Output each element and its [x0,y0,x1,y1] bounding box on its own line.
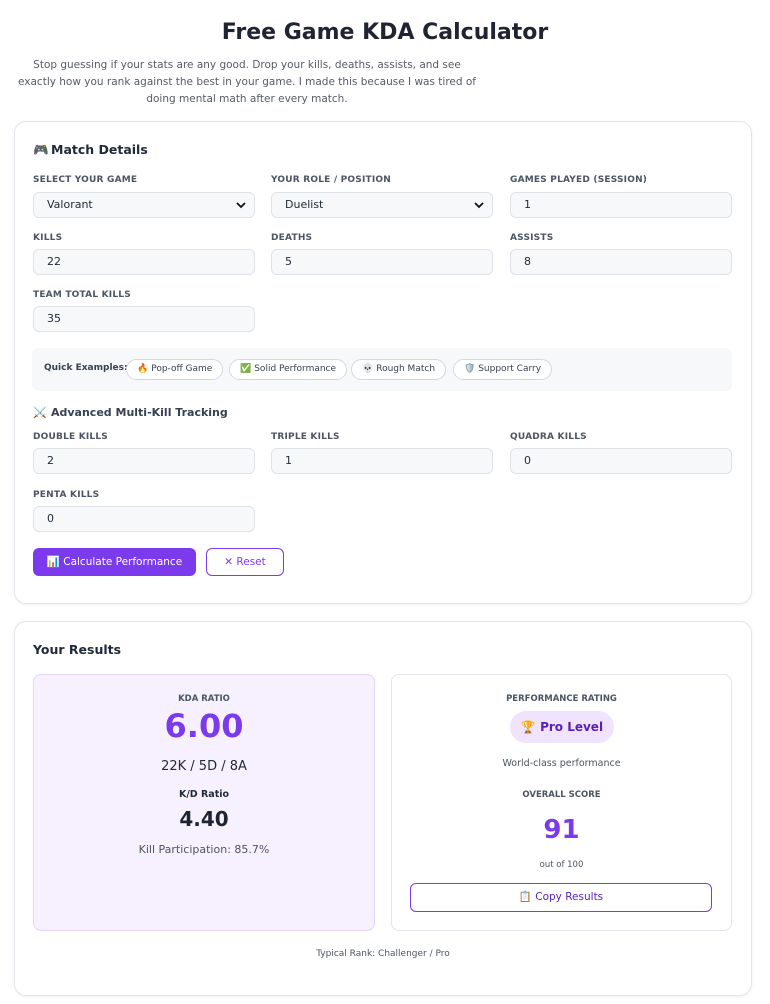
check-icon: ✅ [240,364,252,374]
game-select[interactable]: Valorant [33,192,255,218]
triple-kills-label: TRIPLE KILLS [271,432,340,442]
skull-icon: 💀 [362,364,374,374]
kills-label: KILLS [33,233,63,243]
page-title: Free Game KDA Calculator [221,20,549,45]
role-label: YOUR ROLE / POSITION [271,175,391,185]
quick-examples-bar: Quick Examples: 🔥 Pop-off Game ✅ Solid Per… [32,348,732,391]
kd-label: K/D Ratio [178,789,230,800]
assists-label: ASSISTS [510,233,554,243]
quadra-kills-label: QUADRA KILLS [510,432,587,442]
page-subtitle: Stop guessing if your stats are any good… [18,59,476,105]
team-kills-input[interactable]: 35 [33,306,255,332]
trophy-icon: 🏆 [520,720,536,734]
kda-panel: KDA RATIO 6.00 22K / 5D / 8A K/D Ratio 4… [33,674,375,931]
game-label: SELECT YOUR GAME [33,175,138,185]
score-value: 91 [543,815,580,845]
close-icon: ✕ [224,556,234,568]
kills-input[interactable]: 22 [33,249,255,275]
quadra-kills-input[interactable]: 0 [510,448,732,474]
score-label: OVERALL SCORE [522,790,601,800]
kd-value: 4.40 [179,807,229,831]
example-support-button[interactable]: 🛡️ Support Carry [453,359,553,380]
games-played-label: GAMES PLAYED (SESSION) [510,175,648,185]
results-card: Your Results KDA RATIO 6.00 22K / 5D / 8… [14,621,752,996]
shield-icon: 🛡️ [464,364,476,374]
calculate-button[interactable]: 📊 Calculate Performance [33,548,196,576]
kill-participation: Kill Participation: 85.7% [138,843,270,856]
chevron-down-icon [236,202,246,209]
rating-label: PERFORMANCE RATING [506,694,617,704]
penta-kills-label: PENTA KILLS [33,490,100,500]
chart-icon: 📊 [46,556,60,568]
example-solid-button[interactable]: ✅ Solid Performance [229,359,348,380]
score-suffix: out of 100 [539,860,584,870]
crossed-swords-icon: ⚔️ [33,406,47,419]
chevron-down-icon [474,202,484,209]
penta-kills-input[interactable]: 0 [33,506,255,532]
double-kills-input[interactable]: 2 [33,448,255,474]
typical-rank: Typical Rank: Challenger / Pro [316,949,450,959]
team-kills-label: TEAM TOTAL KILLS [33,290,131,300]
kda-breakdown: 22K / 5D / 8A [161,759,247,774]
quick-examples-label: Quick Examples: [44,363,128,373]
kda-value: 6.00 [164,707,244,745]
clipboard-icon: 📋 [518,891,532,903]
gamepad-icon: 🎮 [33,142,49,157]
games-played-input[interactable]: 1 [510,192,732,218]
match-details-heading: 🎮 Match Details [33,142,148,157]
example-rough-button[interactable]: 💀 Rough Match [351,359,447,380]
rating-badge: 🏆 Pro Level [510,711,614,743]
copy-results-button[interactable]: 📋 Copy Results [410,883,712,912]
example-pop-off-button[interactable]: 🔥 Pop-off Game [126,359,224,380]
deaths-input[interactable]: 5 [271,249,493,275]
role-select[interactable]: Duelist [271,192,493,218]
double-kills-label: DOUBLE KILLS [33,432,108,442]
multikill-heading: ⚔️ Advanced Multi-Kill Tracking [33,406,228,419]
assists-input[interactable]: 8 [510,249,732,275]
performance-panel: PERFORMANCE RATING 🏆 Pro Level World-cla… [391,674,732,931]
triple-kills-input[interactable]: 1 [271,448,493,474]
rating-description: World-class performance [502,758,621,769]
fire-icon: 🔥 [137,364,149,374]
deaths-label: DEATHS [271,233,313,243]
match-details-card: 🎮 Match Details SELECT YOUR GAME Valorant… [14,121,752,604]
reset-button[interactable]: ✕ Reset [206,548,284,576]
kda-label: KDA RATIO [178,694,230,704]
results-heading: Your Results [33,642,122,657]
